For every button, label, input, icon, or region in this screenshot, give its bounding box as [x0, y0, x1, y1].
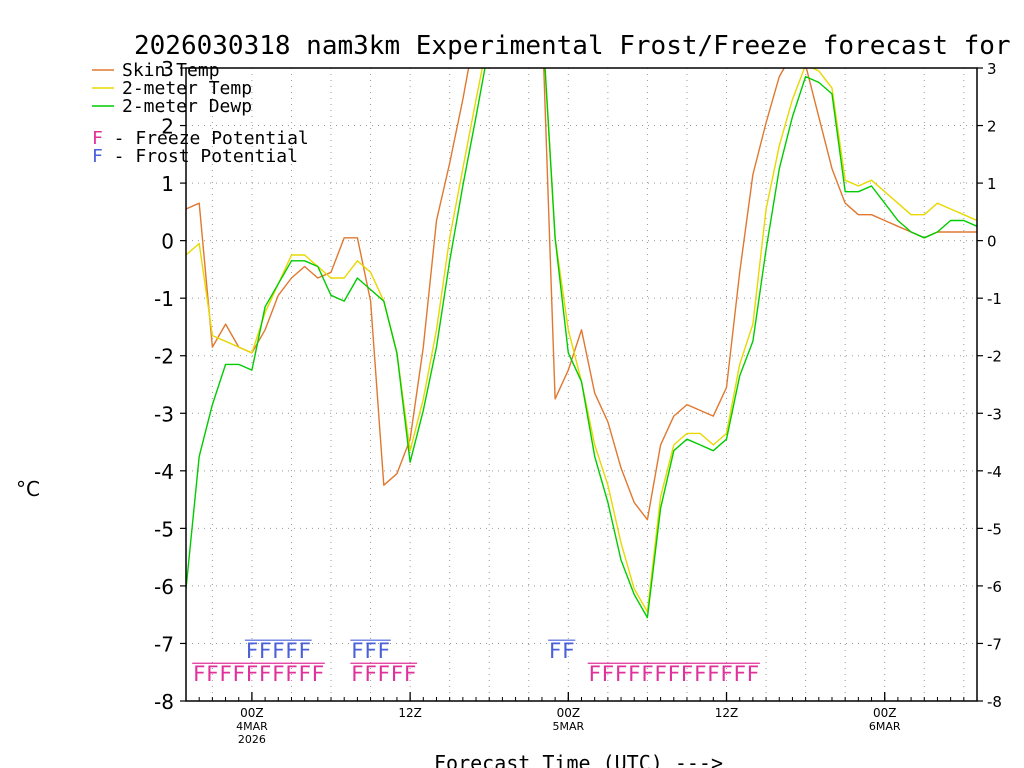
freeze-marker: F	[246, 662, 259, 686]
y-tick-label-left: -6	[154, 575, 174, 599]
y-tick-label-right: 1	[987, 175, 997, 193]
series-skin-temp	[186, 68, 977, 521]
y-tick-label-right: -5	[987, 520, 1002, 538]
legend-label: 2-meter Dewp	[122, 96, 252, 117]
x-tick-label: 00Z	[240, 706, 264, 720]
freeze-marker: F	[681, 662, 694, 686]
y-tick-label-left: -8	[154, 690, 174, 714]
y-tick-label-right: -6	[987, 578, 1002, 596]
legend-note-symbol: F	[92, 146, 103, 167]
y-tick-label-left: -2	[154, 345, 174, 369]
y-tick-label-right: -8	[987, 693, 1002, 711]
freeze-marker: F	[351, 662, 364, 686]
y-tick-label-left: -4	[154, 460, 174, 484]
series-2-meter-temp	[186, 68, 977, 613]
freeze-marker: F	[285, 662, 298, 686]
frost-marker: F	[377, 639, 390, 663]
y-tick-label-left: 1	[161, 172, 174, 196]
x-tick-date: 6MAR	[869, 720, 901, 733]
legend-note-text: - Frost Potential	[103, 146, 298, 167]
chart-title: 2026030318 nam3km Experimental Frost/Fre…	[134, 31, 1024, 61]
freeze-marker: F	[193, 662, 206, 686]
y-tick-label-right: 3	[987, 60, 997, 78]
frost-marker: F	[562, 639, 575, 663]
freeze-marker: F	[588, 662, 601, 686]
freeze-marker: F	[259, 662, 272, 686]
x-tick-date: 4MAR	[236, 720, 268, 733]
freeze-marker: F	[602, 662, 615, 686]
freeze-marker: F	[733, 662, 746, 686]
legend-note: F - Freeze Potential	[92, 128, 309, 149]
frost-marker: F	[259, 639, 272, 663]
series-2-meter-dewp	[186, 68, 977, 619]
frost-marker: F	[246, 639, 259, 663]
freeze-marker: F	[628, 662, 641, 686]
y-tick-label-left: 0	[161, 230, 174, 254]
frost-marker: F	[298, 639, 311, 663]
legend-note-text: - Freeze Potential	[103, 128, 309, 149]
frost-marker: F	[351, 639, 364, 663]
freeze-marker: F	[667, 662, 680, 686]
freeze-marker: F	[232, 662, 245, 686]
x-tick-date: 5MAR	[552, 720, 584, 733]
freeze-marker: F	[272, 662, 285, 686]
y-tick-label-right: -1	[987, 290, 1002, 308]
frost-marker: F	[364, 639, 377, 663]
frost-marker: F	[549, 639, 562, 663]
y-tick-label-right: 2	[987, 118, 997, 136]
x-axis-label: Forecast Time (UTC) --->	[434, 751, 723, 768]
y-tick-label-right: -2	[987, 348, 1002, 366]
x-tick-label: 00Z	[557, 706, 581, 720]
freeze-marker: F	[391, 662, 404, 686]
freeze-marker: F	[707, 662, 720, 686]
x-tick-label: 12Z	[398, 706, 422, 720]
freeze-marker: F	[720, 662, 733, 686]
y-tick-label-right: -3	[987, 405, 1002, 423]
legend-label: 2-meter Temp	[122, 78, 252, 99]
y-tick-label-right: -7	[987, 635, 1002, 653]
x-tick-label: 12Z	[715, 706, 739, 720]
freeze-marker: F	[747, 662, 760, 686]
legend-note: F - Frost Potential	[92, 146, 298, 167]
freeze-marker: F	[694, 662, 707, 686]
freeze-marker: F	[641, 662, 654, 686]
y-tick-label-left: 2	[161, 115, 174, 139]
freeze-marker: F	[364, 662, 377, 686]
y-tick-label-right: -4	[987, 463, 1002, 481]
freeze-marker: F	[206, 662, 219, 686]
x-tick-year: 2026	[238, 733, 266, 746]
freeze-marker: F	[377, 662, 390, 686]
freeze-marker: F	[404, 662, 417, 686]
freeze-marker: F	[219, 662, 232, 686]
frost-marker: F	[272, 639, 285, 663]
x-tick-label: 00Z	[873, 706, 897, 720]
y-tick-label-left: -5	[154, 517, 174, 541]
freeze-marker: F	[312, 662, 325, 686]
y-tick-label-left: -1	[154, 287, 174, 311]
y-tick-label-left: 3	[161, 57, 174, 81]
series-lines	[186, 68, 977, 619]
legend-label: Skin Temp	[122, 60, 220, 81]
frost-marker: F	[285, 639, 298, 663]
y-tick-label-right: 0	[987, 233, 997, 251]
marks: F F F F F F F F F F F F F F F F F F F F F F F F F F F FF F F F F F F F F F	[192, 639, 760, 686]
freeze-marker: F	[298, 662, 311, 686]
freeze-marker: F	[615, 662, 628, 686]
y-axis-label: °C	[16, 477, 40, 501]
y-tick-label-left: -7	[154, 632, 174, 656]
y-tick-label-left: -3	[154, 402, 174, 426]
legend-note-symbol: F	[92, 128, 103, 149]
y-axis-ticks: -8 -8 -7 -7 -6 -6 -5 -5 -4 -4 -3 -3 -2 -2 -1 -1 0 0 1 1 2 2 3 3	[154, 57, 1002, 714]
freeze-marker: F	[654, 662, 667, 686]
